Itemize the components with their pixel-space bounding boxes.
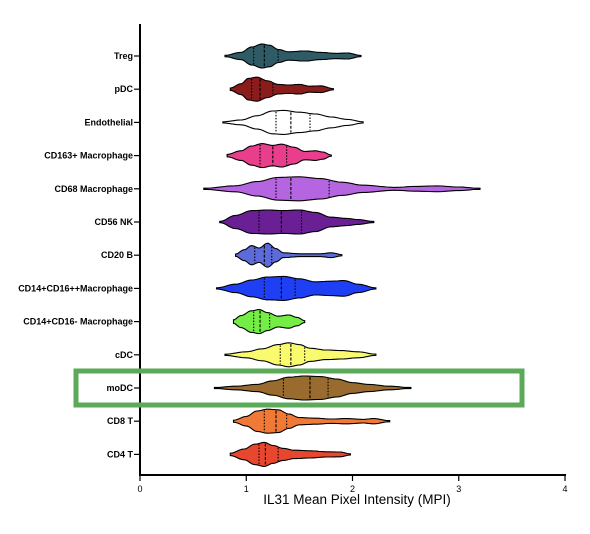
violin-body xyxy=(229,441,351,467)
violin-body xyxy=(232,408,391,434)
x-tick-label: 4 xyxy=(562,484,567,494)
category-label-endothelial: Endothelial xyxy=(84,117,133,127)
category-label-cd8-t: CD8 T xyxy=(107,416,134,426)
x-tick-label: 1 xyxy=(244,484,249,494)
violin-modc xyxy=(213,375,412,401)
violin-body xyxy=(226,143,332,169)
violin-body xyxy=(229,76,334,102)
plot-area xyxy=(203,43,481,467)
category-labels: Treg pDC Endothelial CD163+ Macrophage CD68 … xyxy=(18,51,140,459)
violin-body xyxy=(222,109,364,135)
violin-pdc xyxy=(229,76,334,102)
category-label-cd68-macrophage: CD68 Macrophage xyxy=(54,184,133,194)
violin-cd8-t xyxy=(232,408,391,434)
violin-cd163-macrophage xyxy=(226,143,332,169)
violin-body xyxy=(224,43,362,69)
violin-cdc xyxy=(224,342,377,368)
violin-body xyxy=(213,375,412,401)
violin-cd4-t xyxy=(229,441,351,467)
category-label-cdc: cDC xyxy=(115,350,134,360)
violin-endothelial xyxy=(222,109,364,135)
x-tick-label: 0 xyxy=(137,484,142,494)
violin-body xyxy=(219,209,375,235)
violin-cd68-macrophage xyxy=(203,176,481,202)
category-label-modc: moDC xyxy=(107,383,134,393)
category-label-cd20-b: CD20 B xyxy=(101,250,134,260)
category-label-cd14-cd16-macrophage: CD14+CD16- Macrophage xyxy=(23,317,133,327)
violin-cd14-cd16-macrophage xyxy=(232,309,306,335)
violin-body xyxy=(203,176,481,202)
category-label-pdc: pDC xyxy=(115,84,134,94)
violin-body xyxy=(232,309,306,335)
violin-treg xyxy=(224,43,362,69)
violin-body xyxy=(215,275,377,301)
violin-body xyxy=(224,342,377,368)
category-label-cd4-t: CD4 T xyxy=(107,449,134,459)
x-tick-label: 3 xyxy=(456,484,461,494)
category-label-cd56-nk: CD56 NK xyxy=(94,217,133,227)
category-label-cd14-cd16-macrophage: CD14+CD16++Macrophage xyxy=(18,283,133,293)
violin-cd56-nk xyxy=(219,209,375,235)
highlight-box-modc xyxy=(73,368,525,408)
category-label-treg: Treg xyxy=(114,51,133,61)
x-ticks: 0 1 2 3 4 xyxy=(137,475,568,494)
violin-cd14-cd16-macrophage xyxy=(215,275,377,301)
violin-cd20-b xyxy=(235,242,343,268)
violin-body xyxy=(235,242,343,268)
x-axis-title: IL31 Mean Pixel Intensity (MPI) xyxy=(263,492,451,507)
category-label-cd163-macrophage: CD163+ Macrophage xyxy=(44,151,133,161)
x-tick-label: 2 xyxy=(350,484,355,494)
